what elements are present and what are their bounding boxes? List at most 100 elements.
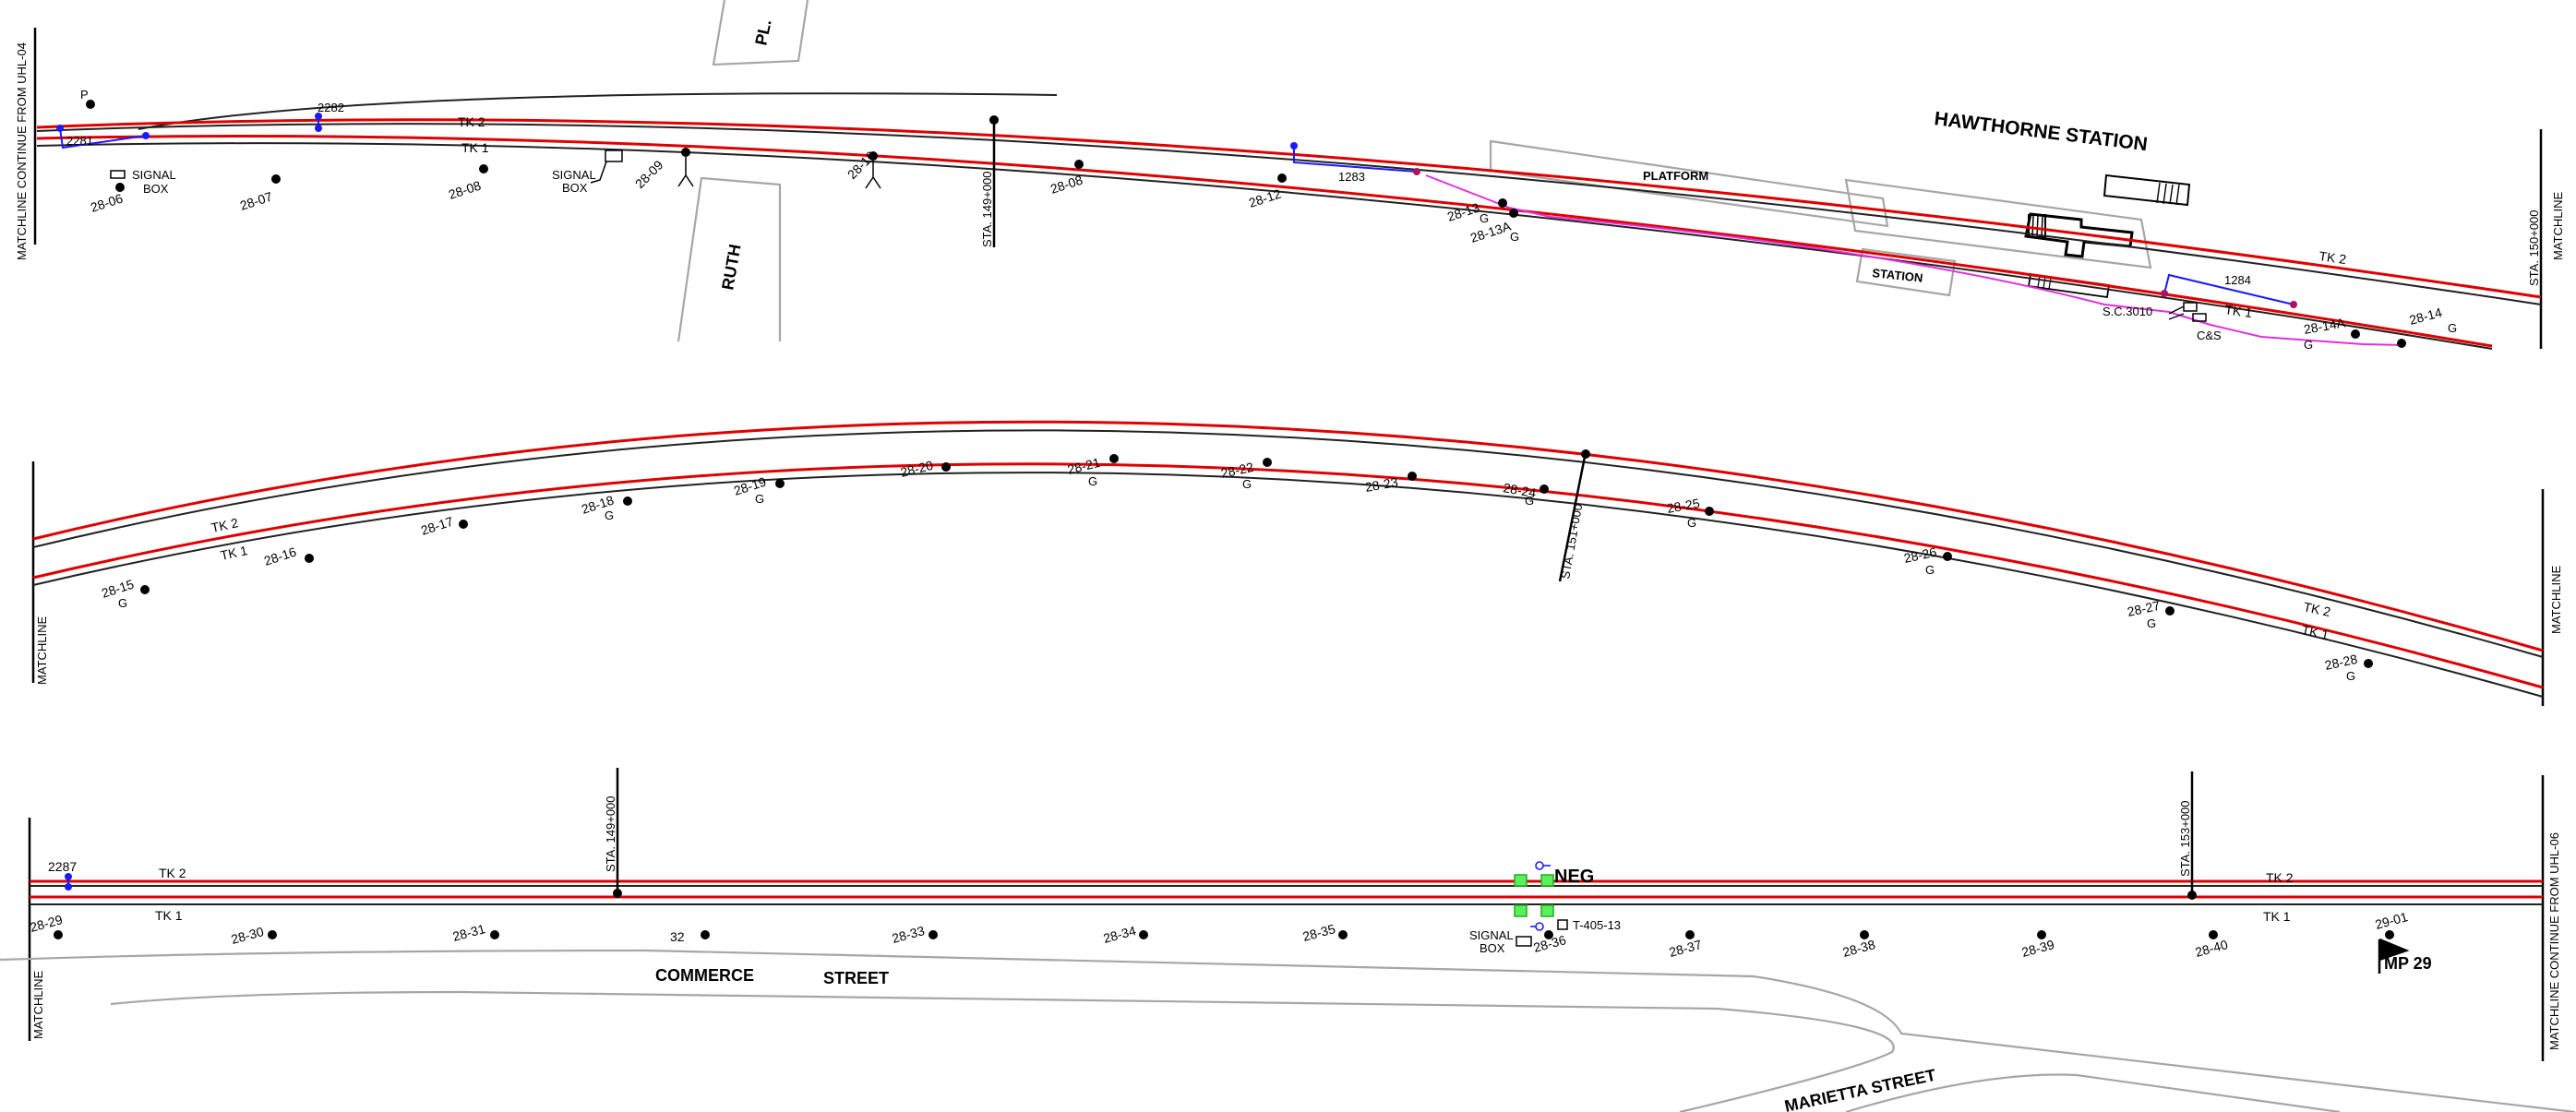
- pole: [490, 930, 499, 939]
- mp-label: MP 29: [2384, 954, 2432, 973]
- pole-label: 28-25: [1666, 496, 1701, 516]
- tk2-label-top-right: TK 2: [2318, 248, 2348, 267]
- tk1-label-top-left: TK 1: [461, 140, 489, 155]
- signal-box-3-label: SIGNAL: [1469, 928, 1514, 942]
- pole-label: 28-33: [891, 923, 927, 946]
- switch-1284-label: 1284: [2224, 273, 2251, 287]
- switch-2281-connector: [59, 127, 147, 149]
- magenta-cable-branch: [1425, 174, 1510, 209]
- cs-label: C&S: [2197, 329, 2222, 342]
- tk1-label-top-right: TK 1: [2224, 302, 2254, 320]
- signal-box-3-label-2: BOX: [1480, 941, 1505, 955]
- matchline-middle-left-label: MATCHLINE: [35, 616, 49, 685]
- pole: [1109, 454, 1119, 463]
- top-guide-line: [138, 92, 1058, 130]
- signal-box-1-icon: [110, 170, 126, 179]
- matchline-top-left-label: MATCHLINE CONTINUE FROM UHL-04: [15, 42, 29, 260]
- pole-g-label: G: [2346, 669, 2355, 683]
- pole-label: 28-20: [899, 458, 935, 480]
- middle-panel: MATCHLINE MATCHLINE TK 2 TK 1 TK 2 TK 1 …: [31, 420, 2563, 706]
- pole-label: 28-36: [1532, 932, 1568, 955]
- pole-g-label: G: [1687, 516, 1696, 530]
- pole-label: 28-23: [1364, 474, 1399, 495]
- tk2-black-line-top: [36, 123, 2542, 305]
- pole: [140, 585, 150, 594]
- pole-label: 28-30: [230, 924, 266, 947]
- pole: [479, 164, 488, 173]
- tk2-rail-top: [36, 118, 2542, 299]
- commerce-street-label: COMMERCE: [655, 966, 754, 985]
- pole-label: 28-35: [1301, 921, 1337, 944]
- pole-g-label: G: [2304, 338, 2313, 352]
- pole: [2397, 339, 2406, 348]
- pole-label: 28-38: [1841, 937, 1877, 960]
- pole-p-top: [86, 100, 95, 109]
- sc3010-box-icon: [2183, 302, 2198, 312]
- pole: [2165, 606, 2175, 616]
- pole: [1685, 930, 1695, 939]
- street-label: STREET: [823, 969, 889, 987]
- pole-label: 28-07: [238, 189, 274, 213]
- pole: [1139, 930, 1148, 939]
- pole: [115, 183, 125, 192]
- tk1-label-bottom-left: TK 1: [155, 908, 183, 923]
- pole-label: 29-01: [2374, 909, 2410, 932]
- matchline-bottom-left-label: MATCHLINE: [31, 971, 45, 1039]
- switch-2281-label: 2281: [66, 134, 93, 148]
- pole-label: 28-08: [447, 178, 483, 202]
- pole: [2351, 329, 2360, 339]
- poles-top: 28-06 28-07 28-08 28-09 28-10 28-08 28-1…: [89, 148, 2457, 352]
- pole-label: 28-34: [1102, 923, 1138, 946]
- commerce-street-edge-top: [0, 949, 2576, 1112]
- tk2-label-middle-right: TK 2: [2302, 599, 2331, 619]
- pole-label: 28-27: [2126, 598, 2162, 619]
- tk2-rail-middle: [32, 420, 2544, 652]
- pole: [54, 930, 63, 939]
- bottom-panel: MATCHLINE MATCHLINE CONTINUE FROM UHL-06…: [0, 768, 2576, 1112]
- pole: [701, 930, 710, 939]
- pole-label: 28-28: [2323, 652, 2359, 673]
- pole-label: 32: [670, 929, 685, 944]
- tk1-black-line-top: [36, 142, 2493, 350]
- signal-box-2-label: SIGNAL: [552, 168, 596, 182]
- pole-g-label: G: [1480, 211, 1489, 225]
- pole-g-label: G: [1242, 477, 1252, 491]
- pole-label: 28-40: [2194, 937, 2230, 960]
- switch-2282-label: 2282: [318, 101, 344, 114]
- pole-g-label: G: [1525, 494, 1534, 508]
- pole-g-label: G: [2147, 616, 2156, 630]
- switch-2287-label: 2287: [48, 859, 77, 874]
- pole-label: 28-13A: [1468, 218, 1514, 245]
- pole: [1509, 209, 1518, 218]
- station-building-outline: [1855, 247, 1957, 297]
- top-panel: MATCHLINE CONTINUE FROM UHL-04 MATCHLINE…: [15, 0, 2565, 352]
- pole-label: 28-06: [89, 191, 125, 215]
- switch-1283-connector: [1293, 146, 1418, 173]
- pole: [1544, 930, 1553, 939]
- neg-label: NEG: [1554, 867, 1594, 887]
- pole: [1498, 198, 1507, 208]
- pole: [1705, 507, 1714, 516]
- pole: [1860, 930, 1869, 939]
- pole-label: 28-14: [2408, 305, 2444, 328]
- pole-g-label: G: [755, 492, 764, 506]
- pole: [2037, 930, 2046, 939]
- pole: [1943, 552, 1952, 561]
- poles-middle: 28-15 G 28-16 28-17 28-18 G 28-19 G 28-2…: [100, 454, 2373, 683]
- pole: [681, 148, 690, 157]
- pole: [869, 151, 878, 161]
- pl-street-outline: [712, 0, 809, 66]
- tk1-label-middle-left: TK 1: [219, 543, 248, 563]
- switch-1284-connector: [2163, 273, 2294, 305]
- pole-g-label: G: [1510, 230, 1519, 244]
- magenta-cable: [1508, 207, 2405, 346]
- tk2-label-middle-left: TK 2: [210, 515, 239, 535]
- pole: [305, 554, 314, 563]
- marietta-street-label: MARIETTA STREET: [1783, 1066, 1938, 1112]
- commerce-street-edge-bottom: [110, 990, 1895, 1112]
- tk2-label-bottom-left: TK 2: [159, 866, 186, 880]
- pole: [459, 520, 468, 529]
- signal-box-2-icon: [605, 149, 623, 162]
- mp-flag-icon: [2378, 938, 2410, 974]
